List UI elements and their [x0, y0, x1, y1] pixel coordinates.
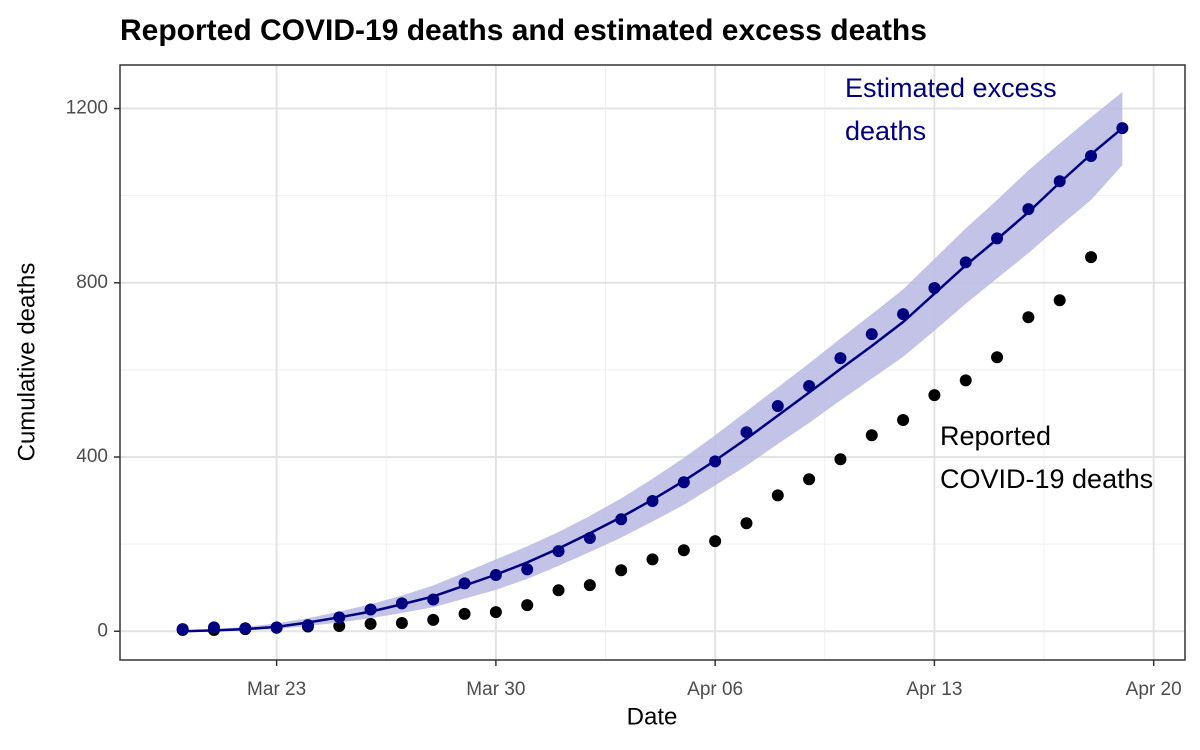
data-point — [1022, 311, 1035, 324]
confidence-band — [182, 92, 1123, 632]
series-annotation: Reported — [940, 421, 1051, 451]
data-point — [865, 328, 878, 341]
data-point — [615, 564, 628, 577]
panel-border — [119, 64, 1186, 661]
series-annotation: Estimated excess — [845, 73, 1057, 103]
data-point — [239, 622, 252, 635]
series-annotation: deaths — [845, 116, 926, 146]
data-point — [865, 429, 878, 442]
x-tick-label: Apr 20 — [1126, 679, 1182, 700]
data-point — [834, 453, 847, 466]
data-point — [834, 352, 847, 365]
data-point — [301, 619, 314, 632]
data-point — [583, 532, 596, 545]
series-annotation: COVID-19 deaths — [940, 464, 1153, 494]
data-point — [897, 413, 910, 426]
data-point — [991, 232, 1004, 245]
data-point — [395, 597, 408, 610]
data-point — [959, 256, 972, 269]
data-point — [521, 563, 534, 576]
data-point — [489, 569, 502, 582]
data-point — [928, 389, 941, 402]
data-point — [1116, 122, 1129, 135]
data-point — [646, 553, 659, 566]
data-point — [615, 513, 628, 526]
data-point — [395, 616, 408, 629]
data-point — [740, 426, 753, 439]
data-point — [427, 593, 440, 606]
y-tick-label: 1200 — [66, 98, 108, 119]
data-point — [1022, 203, 1035, 216]
data-point — [803, 380, 816, 393]
data-point — [207, 621, 220, 634]
data-point — [709, 455, 722, 468]
x-tick-label: Mar 30 — [466, 679, 525, 700]
data-point — [364, 617, 377, 630]
data-point — [991, 351, 1004, 364]
data-point — [677, 476, 690, 489]
data-point — [333, 620, 346, 633]
data-point — [1085, 251, 1098, 264]
x-tick-label: Mar 23 — [247, 679, 306, 700]
data-point — [270, 621, 283, 634]
data-point — [959, 374, 972, 387]
data-point — [364, 603, 377, 616]
data-point — [897, 308, 910, 321]
data-point — [646, 495, 659, 508]
y-tick-label: 800 — [76, 272, 108, 293]
chart-title: Reported COVID-19 deaths and estimated e… — [120, 14, 927, 47]
x-tick-label: Apr 13 — [906, 679, 962, 700]
y-tick-label: 400 — [76, 446, 108, 467]
data-point — [521, 599, 534, 612]
y-axis-label: Cumulative deaths — [13, 263, 40, 462]
x-axis-label: Date — [627, 703, 678, 730]
data-point — [771, 489, 784, 502]
data-point — [458, 607, 471, 620]
y-tick-label: 0 — [97, 620, 108, 641]
x-tick-label: Apr 06 — [687, 679, 743, 700]
data-point — [803, 473, 816, 486]
data-point — [333, 611, 346, 624]
data-point — [928, 282, 941, 295]
data-point — [771, 400, 784, 413]
data-point — [1053, 294, 1066, 307]
data-point — [458, 577, 471, 590]
data-point — [740, 517, 753, 530]
data-point — [489, 606, 502, 619]
data-point — [583, 579, 596, 592]
data-point — [677, 544, 690, 557]
data-point — [709, 535, 722, 548]
data-point — [1085, 150, 1098, 163]
data-point — [552, 584, 565, 597]
data-point — [427, 613, 440, 626]
data-point — [176, 623, 189, 636]
data-point — [552, 545, 565, 558]
data-point — [1053, 175, 1066, 188]
